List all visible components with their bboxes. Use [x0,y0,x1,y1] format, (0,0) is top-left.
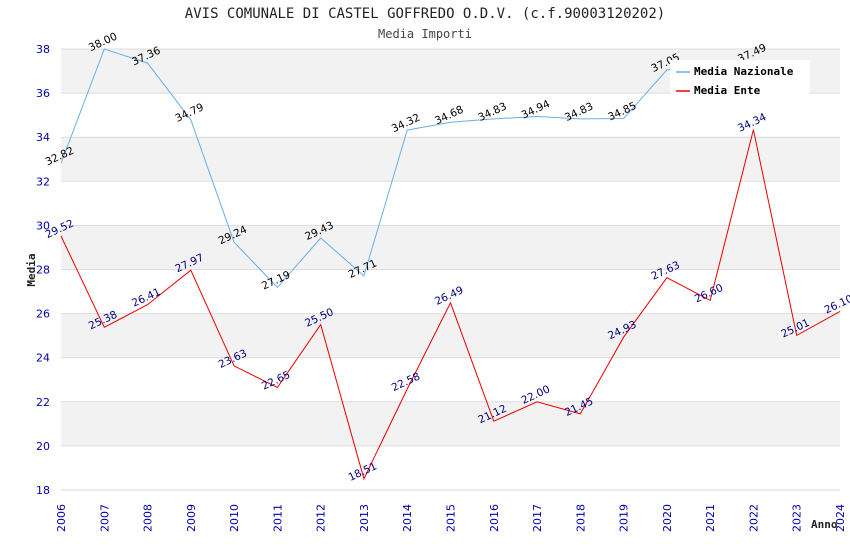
plot-band [61,401,840,446]
x-tick-label: 2007 [98,504,111,532]
x-tick-label: 2014 [401,504,414,532]
x-tick-label: 2008 [142,504,155,532]
y-tick-label: 18 [36,484,50,497]
x-tick-label: 2011 [271,504,284,532]
chart-title: AVIS COMUNALE DI CASTEL GOFFREDO O.D.V. … [185,6,665,22]
y-tick-label: 22 [36,396,50,409]
chart-subtitle: Media Importi [378,27,472,41]
y-tick-label: 32 [36,175,50,188]
x-tick-label: 2018 [574,504,587,532]
plot-band [61,313,840,358]
plot-band [61,357,840,402]
x-tick-label: 2015 [445,504,458,532]
x-tick-label: 2013 [358,504,371,532]
plot-band [61,137,840,182]
series-line-nazionale [60,48,754,289]
plot-band [61,445,840,490]
x-tick-label: 2020 [661,504,674,532]
y-tick-label: 24 [36,352,50,365]
x-tick-label: 2024 [834,504,847,532]
y-tick-label: 26 [36,308,50,321]
y-tick-label: 30 [36,219,50,232]
legend: Media Nazionale Media Ente [670,60,810,100]
y-axis-label: Media [25,253,38,286]
plot-band [61,269,840,314]
legend-label-ente: Media Ente [694,84,761,97]
plot-band [61,225,840,270]
grid-lines [61,48,840,491]
x-axis-ticks: 2006 2007 2008 2009 2010 2011 2012 2013 2014 2015… [55,504,847,532]
x-axis-label: Anno [811,518,838,531]
x-tick-label: 2023 [791,504,804,532]
x-tick-label: 2006 [55,504,68,532]
y-axis-ticks: 18 20 22 24 26 28 30 32 34 36 38 [36,43,50,497]
legend-label-nazionale: Media Nazionale [694,65,794,78]
legend-box [670,60,810,100]
x-tick-label: 2017 [531,504,544,532]
y-tick-label: 36 [36,87,50,100]
plot-band [61,93,840,138]
y-tick-label: 38 [36,43,50,56]
x-tick-label: 2019 [618,504,631,532]
plot-background [61,49,840,490]
y-tick-label: 20 [36,440,50,453]
x-tick-label: 2010 [228,504,241,532]
x-tick-label: 2021 [704,504,717,532]
x-tick-label: 2016 [488,504,501,532]
x-tick-label: 2012 [315,504,328,532]
x-tick-label: 2009 [185,504,198,532]
y-tick-label: 34 [36,131,50,144]
x-tick-label: 2022 [747,504,760,532]
y-tick-label: 28 [36,264,50,277]
plot-band [61,181,840,226]
